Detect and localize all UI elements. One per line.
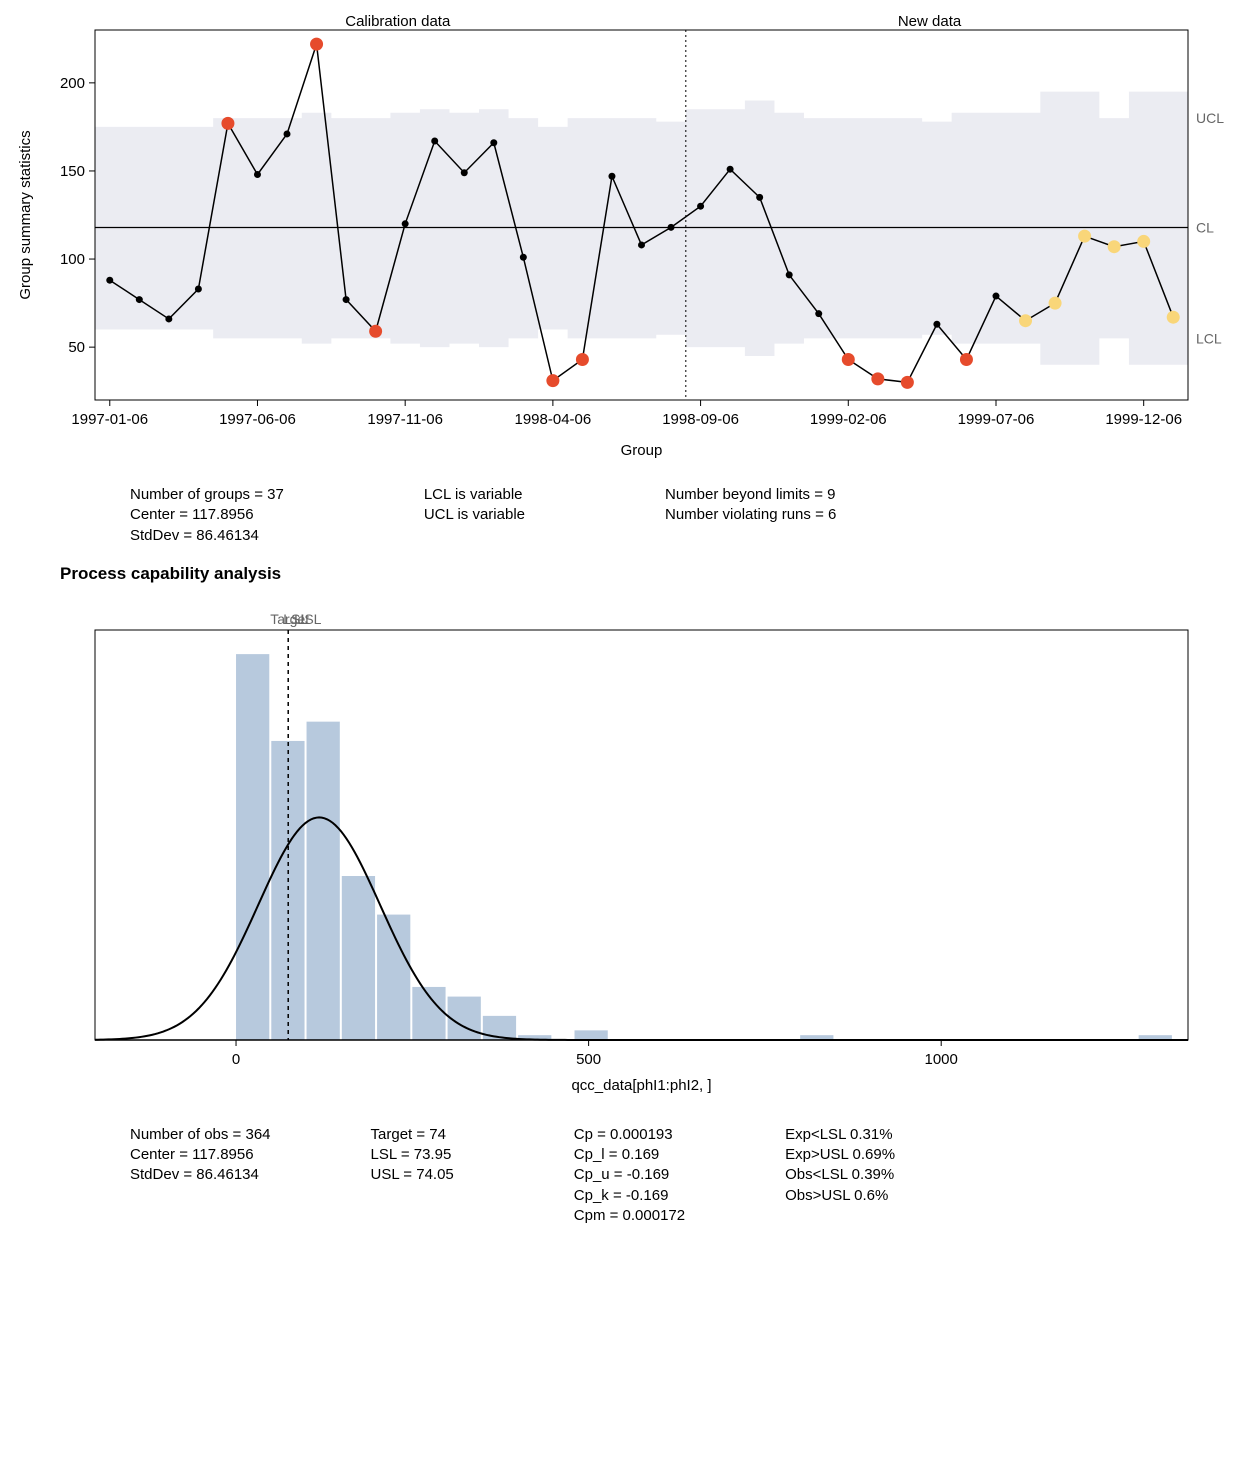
cap-center: Center = 117.8956: [130, 1145, 271, 1165]
control-stats-col-1: Number of groups = 37 Center = 117.8956 …: [130, 485, 284, 546]
svg-text:Group summary statistics: Group summary statistics: [17, 130, 34, 299]
control-chart: Calibration data New data 50 100 150 200 Group…: [10, 10, 1248, 470]
cap-cpk: Cp_k = -0.169: [574, 1186, 685, 1206]
stat-center: Center = 117.8956: [130, 505, 284, 525]
control-chart-container: Calibration data New data 50 100 150 200 Group…: [10, 10, 1248, 473]
control-stats-col-3: Number beyond limits = 9 Number violatin…: [665, 485, 836, 546]
cap-lsl: LSL = 73.95: [371, 1145, 454, 1165]
cap-expusl: Exp>USL 0.69%: [785, 1145, 895, 1165]
svg-text:CL: CL: [1196, 220, 1214, 236]
cap-explsl: Exp<LSL 0.31%: [785, 1125, 895, 1145]
svg-text:50: 50: [68, 339, 85, 356]
svg-text:1000: 1000: [925, 1051, 958, 1068]
cap-cpl: Cp_l = 0.169: [574, 1145, 685, 1165]
cap-obsusl: Obs>USL 0.6%: [785, 1186, 895, 1206]
svg-text:UCL: UCL: [1196, 110, 1224, 126]
cap-stats-col-1: Number of obs = 364 Center = 117.8956 St…: [130, 1125, 271, 1226]
capability-title: Process capability analysis: [60, 564, 1248, 584]
svg-text:0: 0: [232, 1051, 240, 1068]
cap-stats-col-2: Target = 74 LSL = 73.95 USL = 74.05: [371, 1125, 454, 1226]
svg-text:USL: USL: [294, 611, 321, 627]
control-stats: Number of groups = 37 Center = 117.8956 …: [130, 485, 1248, 546]
cap-stats-col-4: Exp<LSL 0.31% Exp>USL 0.69% Obs<LSL 0.39…: [785, 1125, 895, 1226]
svg-text:Calibration data: Calibration data: [345, 13, 451, 30]
control-stats-col-2: LCL is variable UCL is variable: [424, 485, 525, 546]
svg-text:150: 150: [60, 163, 85, 180]
cap-cpm: Cpm = 0.000172: [574, 1206, 685, 1226]
svg-text:1999-02-06: 1999-02-06: [810, 411, 887, 428]
capability-chart-container: TargetLSLUSL05001000qcc_data[phI1:phI2, …: [10, 590, 1248, 1113]
stat-violating: Number violating runs = 6: [665, 505, 836, 525]
svg-text:qcc_data[phI1:phI2, ]: qcc_data[phI1:phI2, ]: [571, 1077, 711, 1094]
cap-stats-col-3: Cp = 0.000193 Cp_l = 0.169 Cp_u = -0.169…: [574, 1125, 685, 1226]
svg-text:100: 100: [60, 251, 85, 268]
svg-text:500: 500: [576, 1051, 601, 1068]
svg-text:Group: Group: [621, 442, 663, 459]
cap-nobs: Number of obs = 364: [130, 1125, 271, 1145]
svg-text:1999-12-06: 1999-12-06: [1105, 411, 1182, 428]
stat-beyond: Number beyond limits = 9: [665, 485, 836, 505]
cap-cpu: Cp_u = -0.169: [574, 1165, 685, 1185]
svg-text:1998-04-06: 1998-04-06: [515, 411, 592, 428]
svg-text:New data: New data: [898, 13, 962, 30]
svg-text:200: 200: [60, 75, 85, 92]
capability-chart: TargetLSLUSL05001000qcc_data[phI1:phI2, …: [10, 590, 1248, 1110]
svg-text:1998-09-06: 1998-09-06: [662, 411, 739, 428]
svg-text:1997-06-06: 1997-06-06: [219, 411, 296, 428]
svg-text:1997-11-06: 1997-11-06: [367, 411, 443, 428]
svg-text:1999-07-06: 1999-07-06: [958, 411, 1035, 428]
capability-stats: Number of obs = 364 Center = 117.8956 St…: [130, 1125, 1248, 1226]
cap-obslsl: Obs<LSL 0.39%: [785, 1165, 895, 1185]
svg-text:1997-01-06: 1997-01-06: [71, 411, 148, 428]
cap-usl: USL = 74.05: [371, 1165, 454, 1185]
stat-stddev: StdDev = 86.46134: [130, 526, 284, 546]
svg-text:LCL: LCL: [1196, 330, 1222, 346]
stat-ucl: UCL is variable: [424, 505, 525, 525]
cap-stddev: StdDev = 86.46134: [130, 1165, 271, 1185]
stat-lcl: LCL is variable: [424, 485, 525, 505]
cap-target: Target = 74: [371, 1125, 454, 1145]
stat-ngroups: Number of groups = 37: [130, 485, 284, 505]
cap-cp: Cp = 0.000193: [574, 1125, 685, 1145]
